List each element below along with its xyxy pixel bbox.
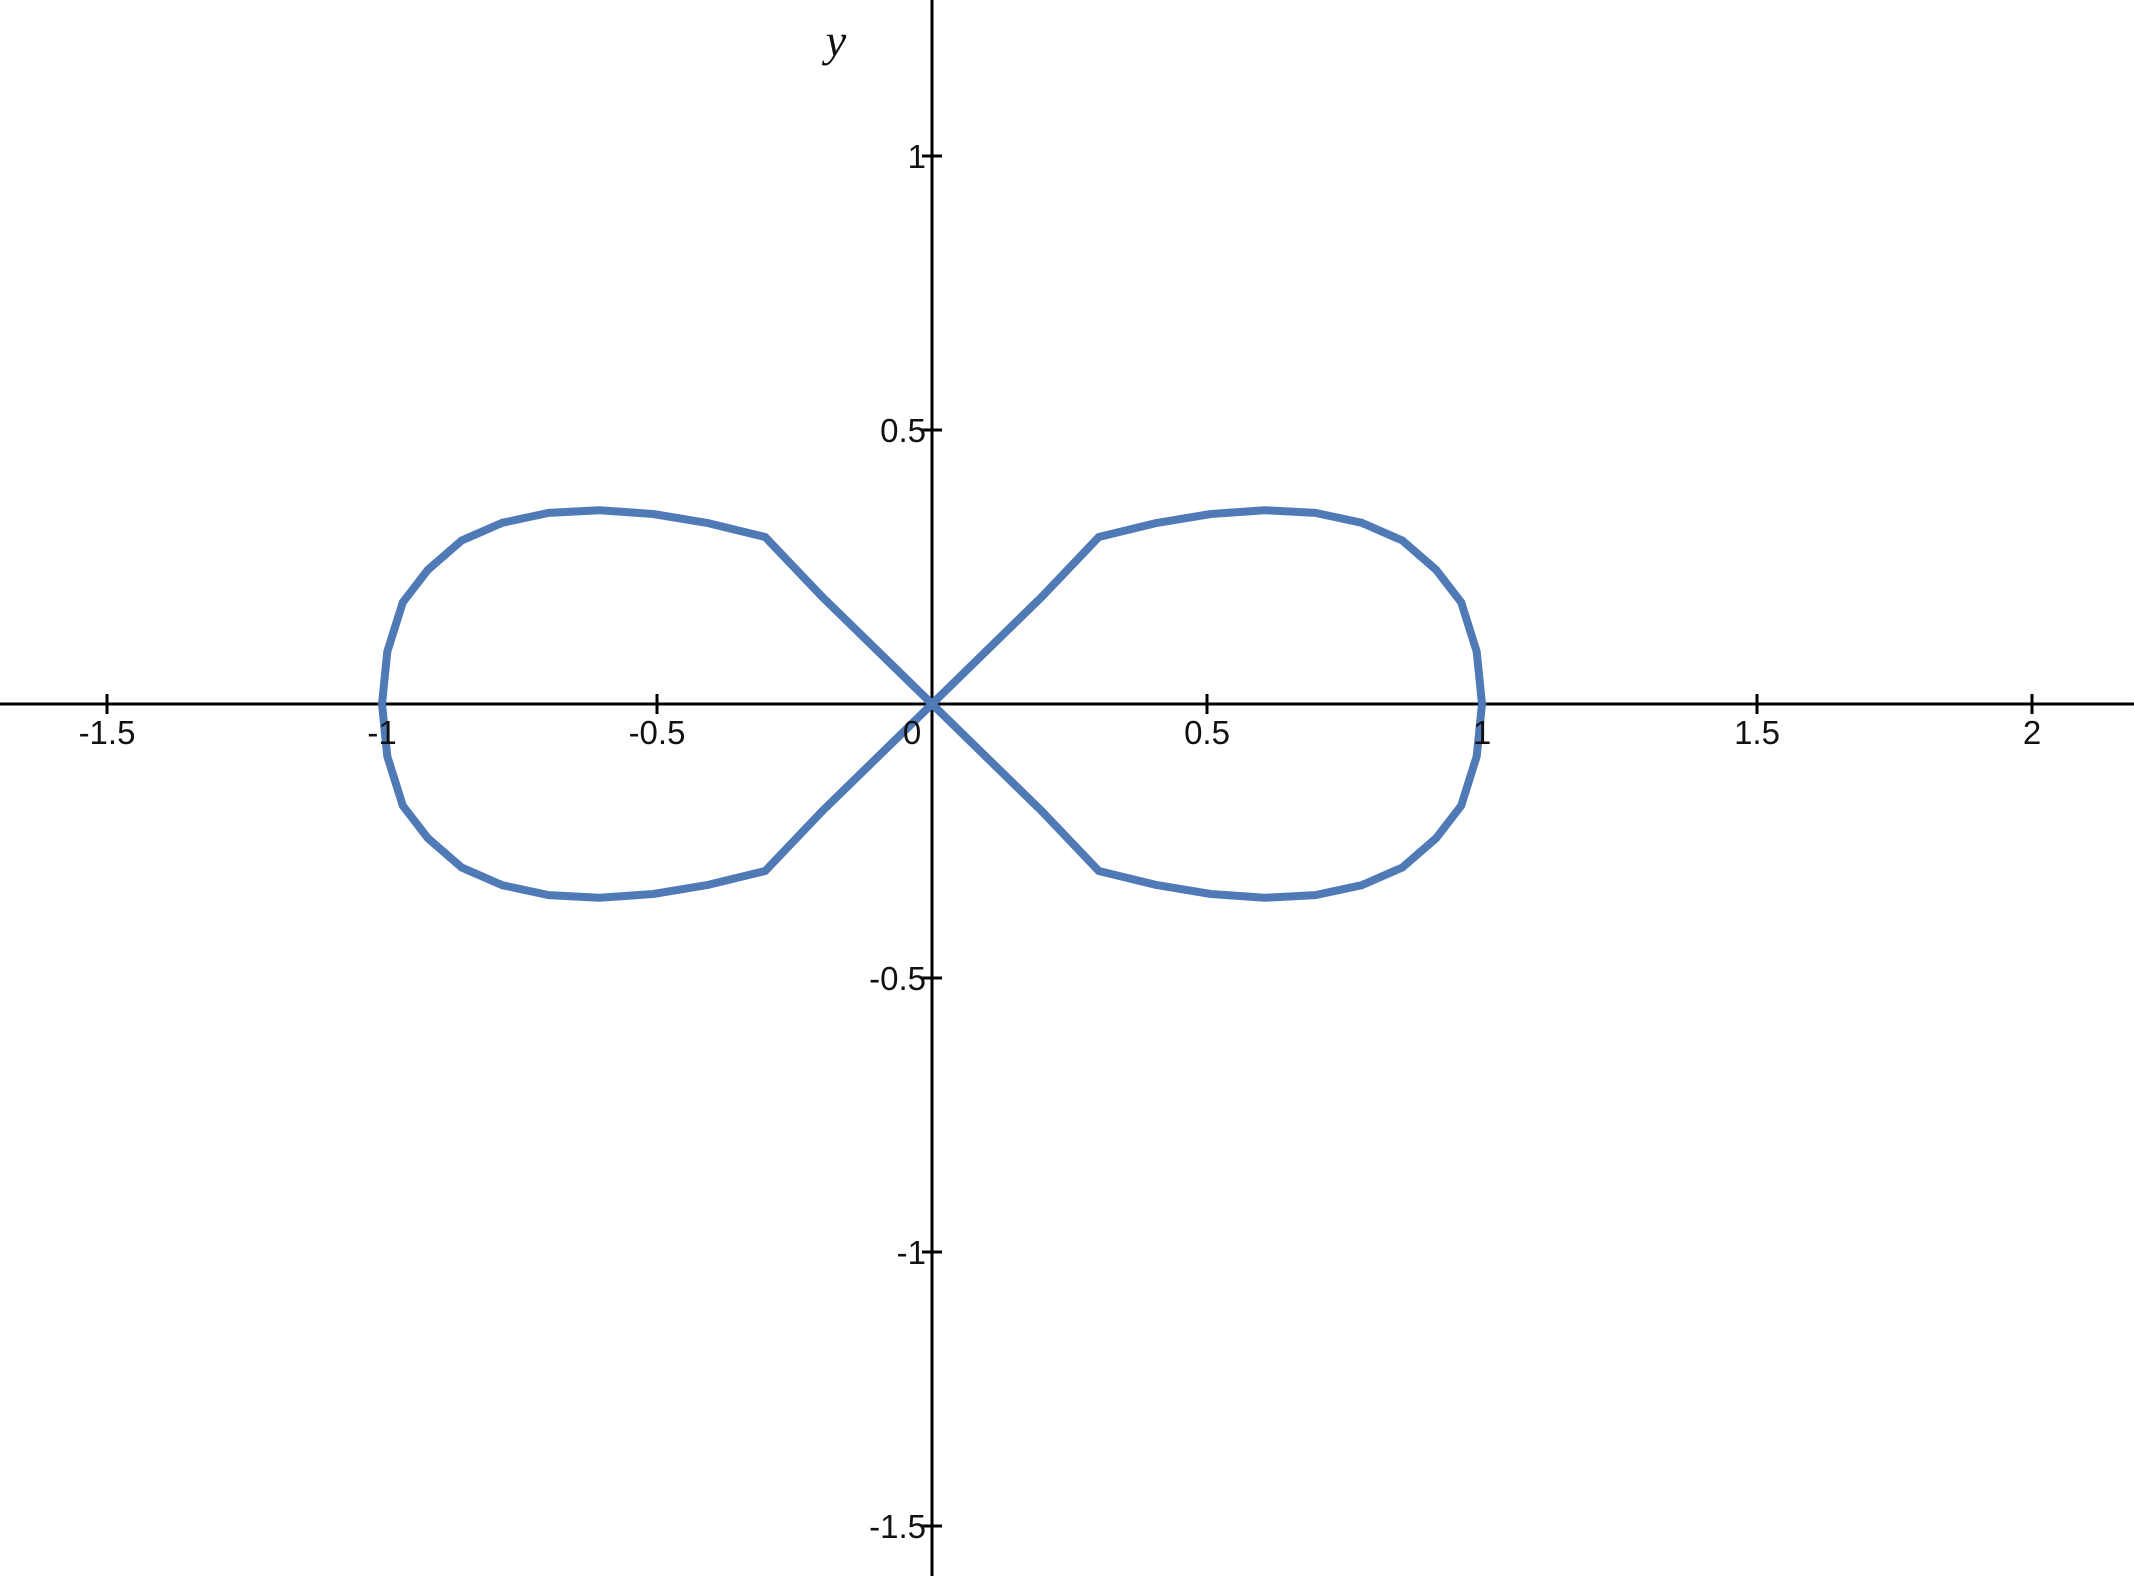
x-tick-label: 1: [1473, 714, 1491, 751]
x-tick-label: -1.5: [79, 714, 136, 751]
x-tick-label: -1: [367, 714, 396, 751]
y-tick-label: -0.5: [869, 960, 926, 997]
x-tick-label: 2: [2023, 714, 2041, 751]
y-tick-label: 1: [908, 138, 926, 175]
x-tick-label: 0: [903, 714, 921, 751]
x-tick-label: 0.5: [1184, 714, 1230, 751]
y-tick-label: -1.5: [869, 1508, 926, 1545]
x-tick-label: 1.5: [1734, 714, 1780, 751]
y-axis-title: y: [822, 15, 847, 66]
lemniscate-curve: [378, 506, 1486, 902]
y-tick-label: -1: [897, 1234, 926, 1271]
x-tick-label: -0.5: [629, 714, 686, 751]
y-tick-label: 0.5: [880, 412, 926, 449]
